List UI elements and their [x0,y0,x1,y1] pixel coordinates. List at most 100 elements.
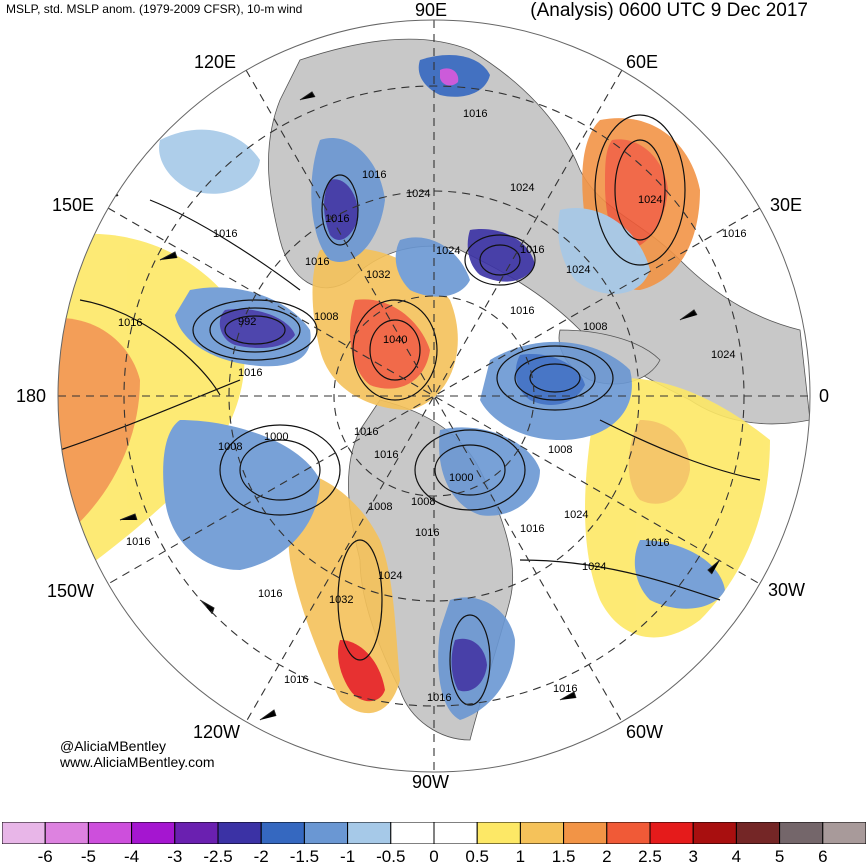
longitude-label-120e: 120E [194,52,237,72]
colorbar-swatch [44,822,89,844]
isobar-label: 1008 [583,321,607,333]
isobar-label: 1016 [213,228,237,240]
isobar-label: 1016 [238,367,262,379]
isobar-label: 1024 [582,561,606,573]
colorbar-tick-label: -3 [167,847,183,866]
isobar-label: 1016 [354,426,378,438]
colorbar-swatch [433,822,478,844]
map-title: MSLP, std. MSLP anom. (1979-2009 CFSR), … [6,2,303,16]
isobar-label: 1024 [378,570,402,582]
colorbar-swatch [519,822,565,844]
colorbar-swatch [174,822,219,844]
colorbar-swatch [2,822,46,844]
longitude-label-60e: 60E [626,52,659,72]
colorbar-tick-label: 6 [818,847,828,866]
colorbar-swatch [476,822,521,844]
longitude-label-120w: 120W [193,722,241,742]
colorbar-tick-label: 0.5 [465,847,490,866]
isobar-label: 1016 [258,588,282,600]
isobar-label: 1016 [118,317,142,329]
valid-time-title: (Analysis) 0600 UTC 9 Dec 2017 [530,0,808,21]
colorbar-swatch [347,822,392,844]
colorbar-tick-label: 2 [602,847,612,866]
isobar-label: 1000 [449,472,473,484]
isobar-label: 1008 [548,444,572,456]
isobar-label: 1016 [305,256,329,268]
longitude-label-30w: 30W [768,580,806,600]
colorbar-swatch [649,822,694,844]
colorbar-swatch [87,822,133,844]
longitude-label-0: 0 [819,386,830,406]
graticule [58,20,810,772]
isobar-label: 992 [238,316,256,328]
isobar-label: 1024 [566,264,590,276]
colorbar-tick-label: -0.5 [376,847,406,866]
isobar-label: 1024 [510,182,534,194]
isobar-label: 1016 [284,674,308,686]
isobar-label: 1016 [463,108,487,120]
colorbar-swatch [217,822,262,844]
author-website[interactable]: www.AliciaMBentley.com [60,754,215,770]
colorbar-swatch [779,822,824,844]
isobar-label: 1032 [366,269,390,281]
colorbar-tick-label: 2.5 [638,847,662,866]
colorbar-tick-label: 1.5 [551,847,576,866]
colorbar-tick-label: -1 [340,847,356,866]
isobar-label: 1008 [411,496,435,508]
isobar-label: 1024 [406,188,430,200]
isobar-label: 1016 [520,523,544,535]
isobar-label: 1040 [383,334,407,346]
author-handle: @AliciaMBentley [60,738,167,754]
longitude-label-90w: 90W [412,772,450,792]
polar-stereographic-map: 1016 1016 1024 1016 1016 1016 1032 1024 … [57,19,811,773]
colorbar-swatch [735,822,781,844]
anomaly-colorbar [2,822,866,844]
isobar-label: 1024 [564,509,588,521]
colorbar-swatch [822,822,866,844]
isobar-label: 1008 [368,501,392,513]
isobar-contours [59,114,761,706]
isobar-label: 1016 [126,536,150,548]
colorbar-tick-label: -2.5 [203,847,233,866]
isobar-label: 1024 [638,194,662,206]
isobar-label: 1000 [264,431,288,443]
isobar-label: 1016 [510,305,534,317]
colorbar-swatch [303,822,349,844]
colorbar-tick-label: 4 [731,847,742,866]
colorbar-tick-label: 0 [429,847,439,866]
longitude-label-90e: 90E [415,0,448,20]
colorbar-swatch [606,822,651,844]
longitude-label-60w: 60W [626,722,664,742]
colorbar-swatch [390,822,435,844]
isobar-label: 1016 [722,228,746,240]
longitude-label-180: 180 [16,386,47,406]
colorbar-swatch [131,822,176,844]
colorbar-tick-label: 5 [774,847,785,866]
longitude-label-150w: 150W [47,581,95,601]
colorbar-tick-label: 1 [515,847,526,866]
isobar-labels: 1016 1016 1024 1016 1016 1016 1032 1024 … [118,108,746,704]
isobar-label: 1016 [553,683,577,695]
isobar-label: 1016 [362,169,386,181]
isobar-label: 1016 [415,527,439,539]
isobar-label: 1016 [645,537,669,549]
isobar-label: 1016 [520,244,544,256]
isobar-label: 1016 [325,213,349,225]
isobar-label: 1024 [711,349,735,361]
colorbar-tick-label: -1.5 [289,847,320,866]
isobar-label: 1016 [374,449,398,461]
colorbar-swatch [260,822,305,844]
colorbar-tick-label: 3 [688,847,698,866]
colorbar-tick-label: -5 [80,847,96,866]
isobar-label: 1016 [427,692,451,704]
colorbar-swatch [563,822,608,844]
longitude-label-30e: 30E [770,195,803,215]
colorbar-tick-label: -6 [37,847,53,866]
colorbar-swatch [692,822,737,844]
isobar-label: 1032 [329,594,353,606]
colorbar-tick-label: -4 [124,847,140,866]
longitude-label-150e: 150E [52,195,95,215]
isobar-label: 1008 [218,441,242,453]
colorbar-tick-label: -2 [253,847,269,866]
isobar-label: 1024 [436,245,460,257]
